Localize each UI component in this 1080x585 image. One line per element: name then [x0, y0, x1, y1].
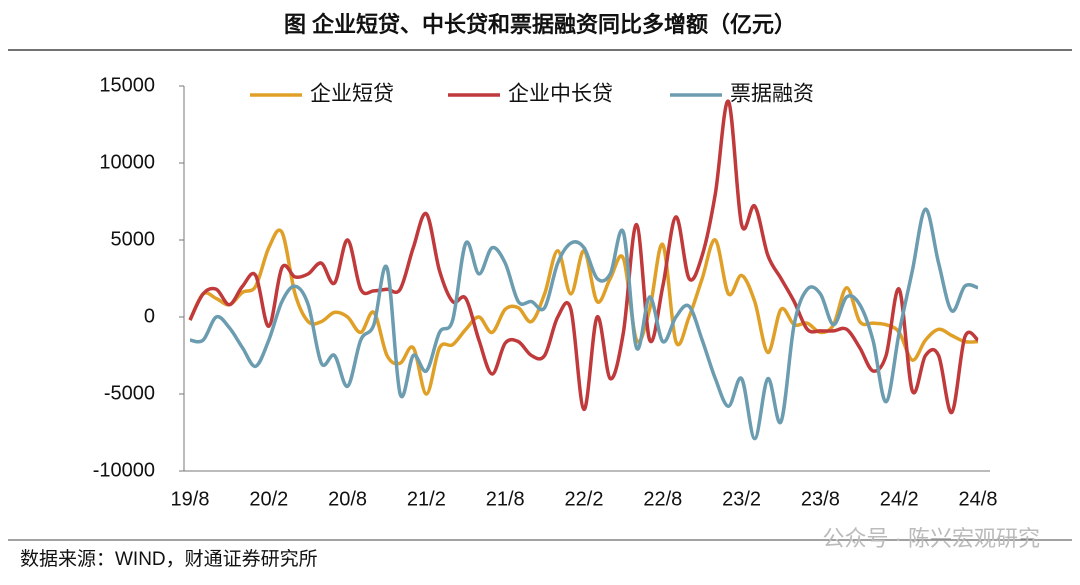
legend-label: 企业中长贷	[508, 83, 613, 106]
legend-label: 票据融资	[730, 83, 814, 106]
x-tick-label: 24/8	[959, 488, 998, 510]
y-tick-label: -10000	[93, 459, 155, 481]
x-tick-label: 22/2	[565, 488, 604, 510]
x-tick-label: 24/2	[880, 488, 919, 510]
x-tick-label: 20/2	[249, 488, 288, 510]
y-tick-label: 0	[144, 305, 155, 327]
legend-label: 企业短贷	[310, 83, 394, 106]
x-tick-label: 21/8	[486, 488, 525, 510]
watermark: 公众号 · 陈兴宏观研究	[822, 526, 1040, 551]
x-tick-label: 22/8	[643, 488, 682, 510]
y-tick-label: -5000	[104, 382, 155, 404]
x-tick-label: 23/2	[722, 488, 761, 510]
series-line	[188, 228, 979, 396]
x-tick-label: 23/8	[801, 488, 840, 510]
y-tick-label: 10000	[99, 151, 155, 173]
x-tick-label: 20/8	[328, 488, 367, 510]
series-line	[189, 207, 979, 441]
source: 数据来源：WIND，财通证券研究所	[20, 548, 318, 570]
chart-title: 图 企业短贷、中长贷和票据融资同比多增额（亿元）	[284, 12, 796, 37]
x-tick-label: 19/8	[171, 488, 210, 510]
y-tick-label: 5000	[111, 228, 156, 250]
x-tick-label: 21/2	[407, 488, 446, 510]
y-tick-label: 15000	[99, 74, 155, 96]
series-line	[188, 99, 980, 415]
